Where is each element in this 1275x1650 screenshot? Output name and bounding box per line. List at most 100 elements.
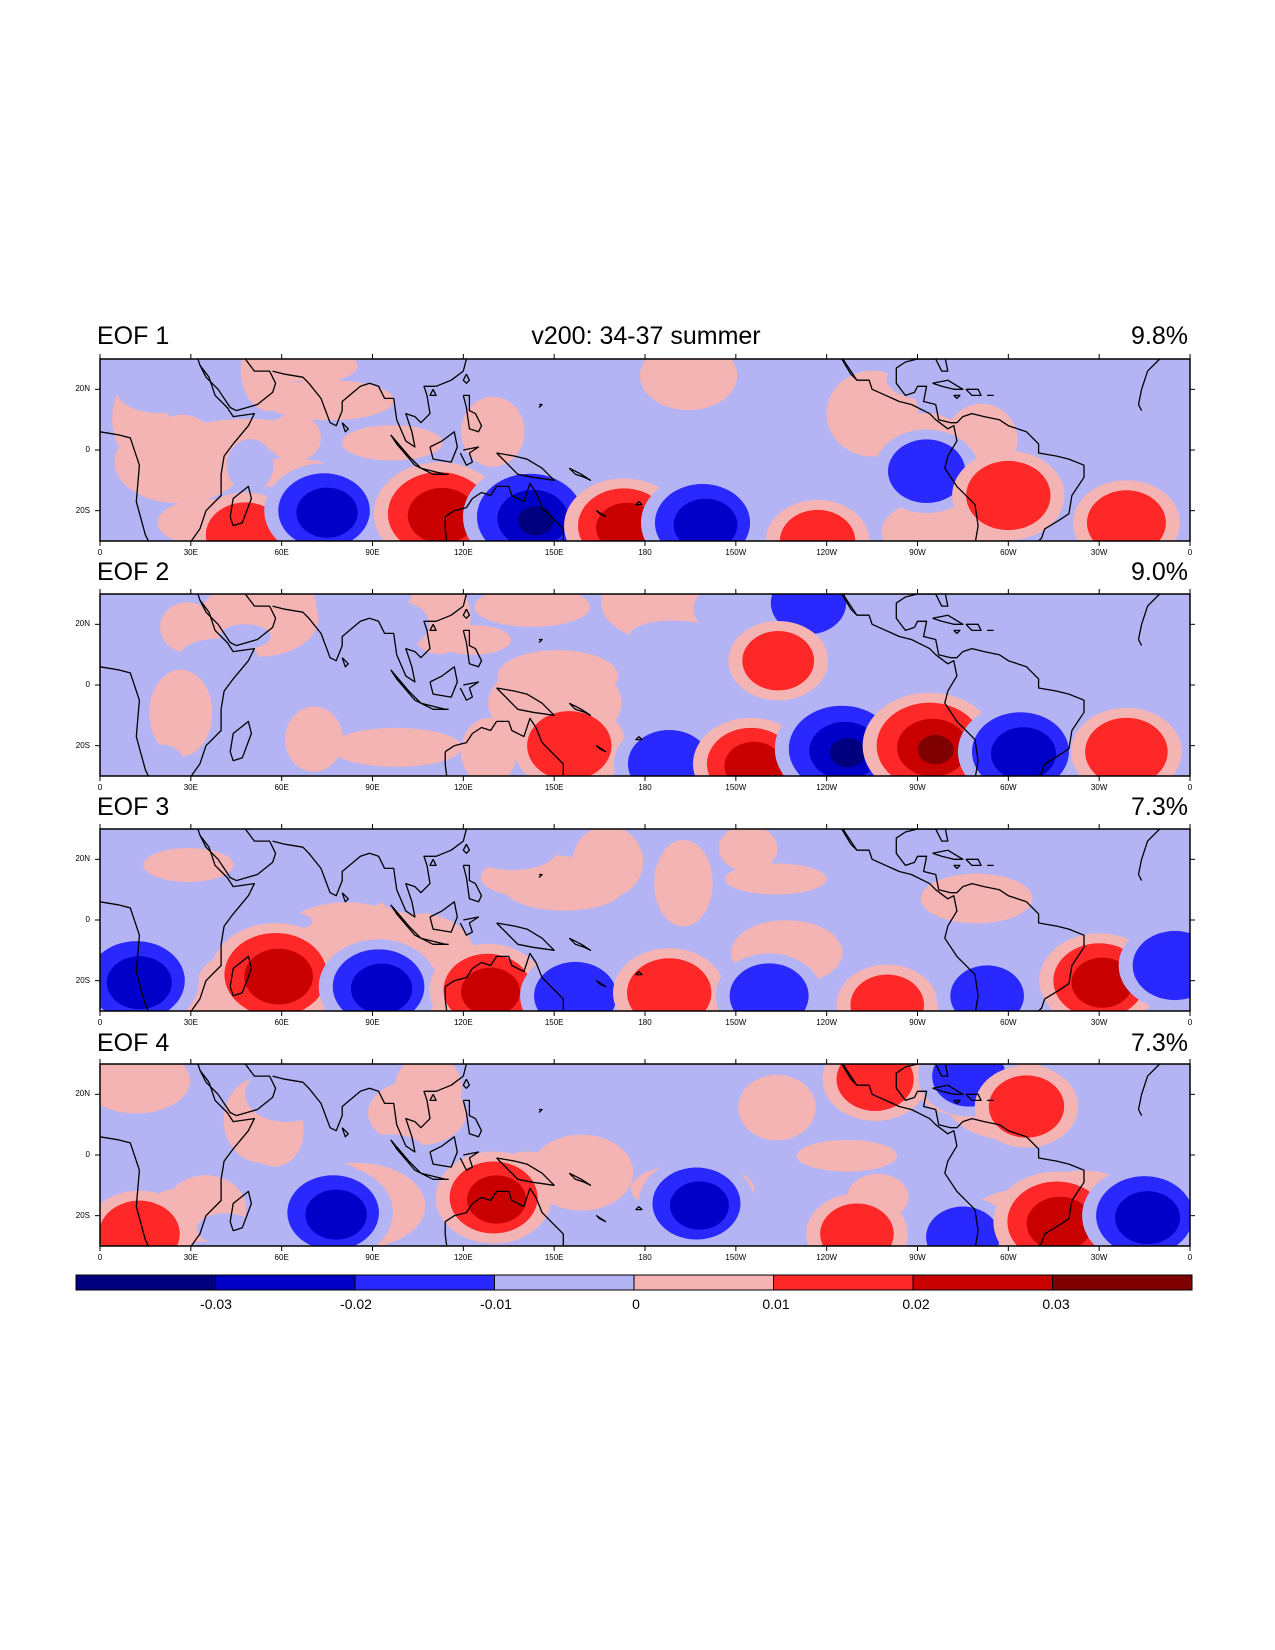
x-tick-label: 0 <box>1187 548 1193 557</box>
coastline <box>444 516 448 541</box>
coastline <box>459 446 480 466</box>
coastline <box>462 373 471 384</box>
x-tick-label: 0 <box>1187 783 1193 792</box>
coastline <box>341 422 349 433</box>
coastline <box>444 717 564 776</box>
weak-negative-patch <box>226 439 274 492</box>
coastline <box>190 829 256 1011</box>
coastline <box>444 1187 564 1246</box>
coastline <box>100 1136 150 1246</box>
x-tick-label: 180 <box>638 783 652 792</box>
weak-positive-patch <box>796 1139 897 1172</box>
anomaly-contour <box>850 974 925 1011</box>
anomaly-contour <box>1115 1191 1181 1245</box>
weak-negative-patch <box>1097 417 1190 442</box>
x-tick-label: 30E <box>183 1253 198 1262</box>
coastline <box>595 510 607 518</box>
coastline <box>842 1064 858 1086</box>
x-tick-label: 30W <box>1090 548 1108 557</box>
coastline <box>1137 874 1143 881</box>
x-tick-label: 30E <box>183 548 198 557</box>
anomaly-contour <box>305 1189 367 1240</box>
weak-negative-patch <box>196 1213 254 1245</box>
coastline <box>595 980 607 988</box>
y-tick-label: 0 <box>85 915 90 924</box>
anomaly-contour <box>627 958 712 1011</box>
coastline <box>190 594 256 776</box>
anomaly-contour <box>729 963 809 1011</box>
coastline <box>953 629 961 635</box>
weak-negative-patch <box>245 1066 329 1123</box>
coastline <box>953 1099 961 1105</box>
coastline <box>341 1127 349 1138</box>
x-tick-label: 150E <box>544 1253 564 1262</box>
coastline <box>444 751 448 776</box>
x-tick-label: 0 <box>97 548 103 557</box>
figure-title: v200: 34-37 summer <box>531 322 761 350</box>
colorbar-swatch <box>215 1274 356 1291</box>
colorbar-swatch <box>773 1274 914 1291</box>
x-tick-label: 120E <box>453 1253 473 1262</box>
weak-positive-patch <box>738 1074 816 1141</box>
weak-negative-patch <box>219 624 271 649</box>
weak-positive-patch <box>285 706 344 772</box>
x-tick-label: 90E <box>365 1018 380 1027</box>
coastlines <box>100 359 1161 541</box>
weak-positive-patch <box>406 594 471 655</box>
x-tick-label: 180 <box>638 1018 652 1027</box>
anomaly-contour <box>407 487 477 541</box>
colorbar-label: -0.03 <box>200 1296 232 1312</box>
x-tick-label: 0 <box>1187 1253 1193 1262</box>
anomaly-contour <box>966 460 1051 531</box>
coastline <box>895 594 1085 776</box>
x-tick-label: 150E <box>544 783 564 792</box>
anomaly-contour <box>467 1175 527 1224</box>
y-tick-label: 20N <box>75 619 90 629</box>
coastline <box>635 501 643 506</box>
coastline <box>840 829 979 1011</box>
anomaly-contour <box>244 948 313 1005</box>
anomaly-contour <box>1086 490 1166 541</box>
x-tick-label: 30E <box>183 783 198 792</box>
coastline <box>895 1064 1085 1246</box>
anomaly-contour <box>1026 1196 1093 1246</box>
coastline <box>842 594 858 616</box>
anomaly-contour <box>988 1075 1065 1138</box>
anomaly-contour <box>1085 717 1168 776</box>
weak-negative-patch <box>119 1126 197 1161</box>
x-tick-label: 120W <box>816 1018 838 1027</box>
weak-positive-patch <box>160 602 215 653</box>
coastline <box>390 669 422 704</box>
weak-negative-patch <box>371 602 430 647</box>
x-tick-label: 120W <box>816 783 838 792</box>
weak-positive-patch <box>654 839 713 927</box>
colorbar-label: 0.02 <box>902 1296 930 1312</box>
coastline <box>429 666 458 698</box>
anomaly-contour <box>100 1200 180 1246</box>
coastline <box>462 1078 471 1089</box>
coastline <box>429 901 458 933</box>
coastline <box>272 594 468 683</box>
x-tick-label: 90W <box>909 783 926 792</box>
panel-2-variance: 9.0% <box>1131 558 1188 586</box>
anomaly-contour <box>820 1203 894 1246</box>
coastline <box>462 1099 483 1138</box>
anomaly-contour <box>673 498 738 541</box>
coastline <box>568 1172 592 1186</box>
coastline <box>229 1190 253 1232</box>
anomaly-contour <box>917 735 954 765</box>
coastline <box>429 859 437 867</box>
y-tick-label: 20S <box>75 975 90 985</box>
weak-positive-patch <box>474 594 591 627</box>
panel-1-label: EOF 1 <box>97 322 170 350</box>
coastline <box>538 638 543 643</box>
coastline <box>496 452 555 481</box>
coastline <box>1137 359 1161 405</box>
anomaly-contour <box>836 1064 914 1111</box>
y-tick-label: 20S <box>75 505 90 515</box>
colorbar-label: 0.03 <box>1042 1296 1070 1312</box>
x-tick-label: 150E <box>544 1018 564 1027</box>
coastline <box>420 702 449 710</box>
anomaly-contour <box>990 727 1056 776</box>
coastline <box>229 720 253 762</box>
